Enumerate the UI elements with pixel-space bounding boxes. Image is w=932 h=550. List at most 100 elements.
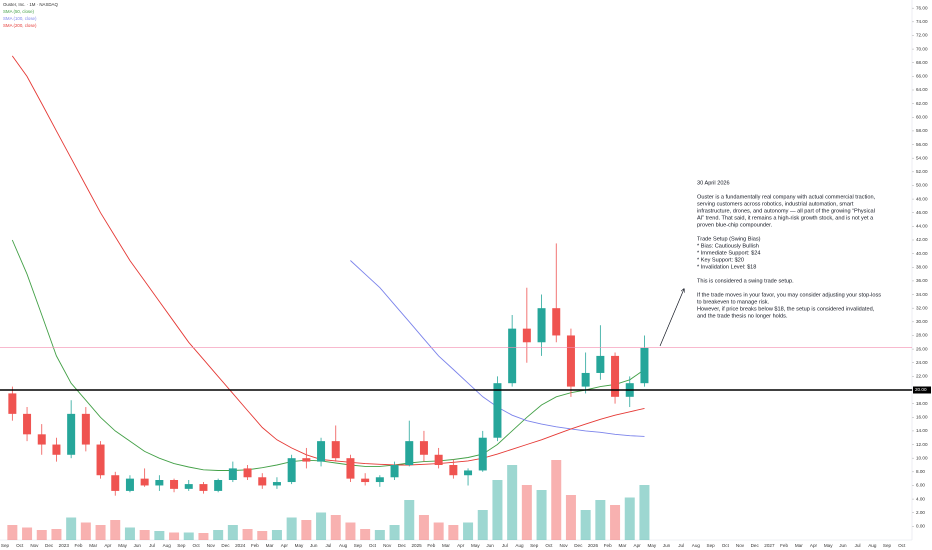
x-tick-label: 2023 bbox=[59, 543, 70, 548]
volume-bar bbox=[257, 531, 268, 540]
candle-body bbox=[67, 413, 76, 455]
candle-body bbox=[449, 465, 458, 476]
y-tick-label: 22.00 bbox=[916, 374, 928, 379]
volume-bar bbox=[360, 529, 371, 540]
x-tick-label: 2026 bbox=[588, 543, 599, 548]
x-tick-label: Jul bbox=[855, 543, 861, 548]
x-tick-label: Jun bbox=[134, 543, 142, 548]
x-tick-label: Aug bbox=[692, 543, 701, 548]
annotation-line: If the trade moves in your favor, you ma… bbox=[697, 292, 881, 298]
y-tick-label: 68.00 bbox=[916, 60, 928, 65]
x-tick-label: Nov bbox=[560, 543, 569, 548]
x-tick-label: Feb bbox=[780, 543, 788, 548]
x-tick-label: Jun bbox=[839, 543, 847, 548]
candle-body bbox=[390, 465, 399, 478]
volume-bar bbox=[80, 522, 91, 540]
candle-body bbox=[184, 484, 193, 489]
annotation-line: * Invalidation Level: $18 bbox=[697, 264, 756, 270]
volume-bar bbox=[418, 515, 429, 540]
volume-bar bbox=[639, 485, 650, 540]
candle-body bbox=[434, 454, 443, 465]
candle-body bbox=[125, 478, 134, 491]
candle-body bbox=[640, 347, 649, 384]
x-tick-label: Mar bbox=[266, 543, 274, 548]
x-tick-label: Aug bbox=[515, 543, 524, 548]
candle-body bbox=[140, 478, 149, 486]
candle-body bbox=[508, 328, 517, 384]
y-tick-label: 40.00 bbox=[916, 251, 928, 256]
volume-bar bbox=[286, 517, 297, 540]
y-tick-label: 24.00 bbox=[916, 360, 928, 365]
x-tick-label: Dec bbox=[398, 543, 407, 548]
x-tick-label: Apr bbox=[281, 543, 289, 548]
candle-body bbox=[302, 458, 311, 462]
candle-body bbox=[258, 477, 267, 486]
x-tick-label: Mar bbox=[89, 543, 97, 548]
x-tick-label: May bbox=[295, 543, 304, 548]
y-tick-label: 32.00 bbox=[916, 305, 928, 310]
y-tick-label: 6.00 bbox=[916, 483, 925, 488]
volume-layer bbox=[7, 460, 650, 540]
x-tick-label: Apr bbox=[634, 543, 642, 548]
volume-bar bbox=[536, 490, 547, 540]
volume-bar bbox=[154, 531, 165, 540]
candle-body bbox=[23, 413, 32, 435]
volume-bar bbox=[124, 527, 135, 540]
y-tick-label: 4.00 bbox=[916, 496, 925, 501]
legend-entry: SMA (200, close) bbox=[3, 23, 37, 28]
x-tick-label: Mar bbox=[442, 543, 450, 548]
legend-entry: SMA (100, close) bbox=[3, 16, 37, 21]
level-tag bbox=[913, 386, 931, 394]
candle-body bbox=[155, 480, 164, 486]
y-tick-label: 10.00 bbox=[916, 455, 928, 460]
annotation-line: Trade Setup (Swing Bias) bbox=[697, 236, 761, 242]
x-tick-label: Aug bbox=[868, 543, 877, 548]
legend-entry: SMA (50, close) bbox=[3, 9, 35, 14]
volume-bar bbox=[463, 522, 474, 540]
volume-bar bbox=[183, 532, 194, 540]
x-tick-label: Nov bbox=[207, 543, 216, 548]
y-tick-label: 18.00 bbox=[916, 401, 928, 406]
x-tick-label: Apr bbox=[810, 543, 818, 548]
annotation-line: and the trade thesis no longer holds. bbox=[697, 313, 788, 319]
candle-body bbox=[287, 458, 296, 483]
y-tick-label: 64.00 bbox=[916, 87, 928, 92]
x-tick-label: Oct bbox=[369, 543, 377, 548]
x-tick-label: Sep bbox=[1, 543, 10, 548]
x-tick-label: Jul bbox=[149, 543, 155, 548]
volume-bar bbox=[169, 532, 180, 540]
x-tick-label: May bbox=[471, 543, 480, 548]
volume-bar bbox=[7, 525, 18, 540]
x-tick-label: Oct bbox=[193, 543, 201, 548]
x-tick-label: Mar bbox=[618, 543, 626, 548]
y-tick-label: 56.00 bbox=[916, 142, 928, 147]
x-tick-label: May bbox=[118, 543, 127, 548]
x-tick-label: Feb bbox=[75, 543, 83, 548]
annotation-line: proven blue-chip compounder. bbox=[697, 222, 773, 228]
volume-bar bbox=[433, 522, 444, 540]
volume-bar bbox=[610, 505, 621, 540]
y-tick-label: 66.00 bbox=[916, 74, 928, 79]
annotation-line: * Immediate Support: $24 bbox=[697, 250, 760, 256]
arrow bbox=[659, 289, 684, 347]
candle-body bbox=[361, 478, 370, 483]
x-tick-label: Jul bbox=[502, 543, 508, 548]
annotation-line: * Bias: Cautiously Bullish bbox=[697, 243, 759, 249]
volume-bar bbox=[271, 530, 282, 540]
y-tick-label: 26.00 bbox=[916, 346, 928, 351]
candle-body bbox=[37, 434, 46, 445]
x-tick-label: Feb bbox=[251, 543, 259, 548]
y-tick-label: 54.00 bbox=[916, 155, 928, 160]
x-tick-label: Sep bbox=[354, 543, 363, 548]
annotation-line: 30 April 2026 bbox=[697, 180, 730, 186]
x-tick-label: Oct bbox=[16, 543, 24, 548]
y-tick-label: 2.00 bbox=[916, 510, 925, 515]
x-tick-label: Oct bbox=[545, 543, 553, 548]
candle-body bbox=[228, 468, 237, 480]
candle-body bbox=[419, 441, 428, 455]
candle-body bbox=[346, 458, 355, 479]
candle-body bbox=[243, 468, 252, 478]
volume-bar bbox=[595, 500, 606, 540]
x-tick-label: Jul bbox=[678, 543, 684, 548]
